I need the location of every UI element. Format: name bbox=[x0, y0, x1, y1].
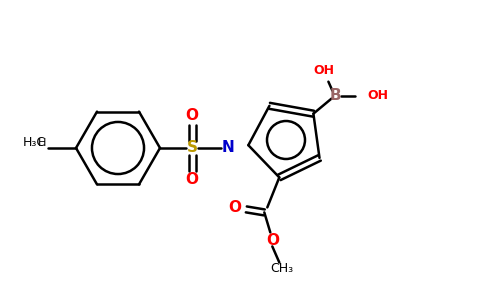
Text: OH: OH bbox=[313, 64, 334, 77]
Text: N: N bbox=[222, 140, 234, 155]
Text: H: H bbox=[38, 138, 46, 148]
Text: B: B bbox=[330, 88, 341, 103]
Text: O: O bbox=[185, 109, 198, 124]
Text: O: O bbox=[228, 200, 241, 215]
Text: O: O bbox=[185, 172, 198, 188]
Text: H₃C: H₃C bbox=[23, 136, 46, 149]
Text: O: O bbox=[266, 233, 279, 248]
Text: CH₃: CH₃ bbox=[271, 262, 294, 275]
Text: S: S bbox=[186, 140, 197, 155]
Text: OH: OH bbox=[367, 89, 388, 102]
